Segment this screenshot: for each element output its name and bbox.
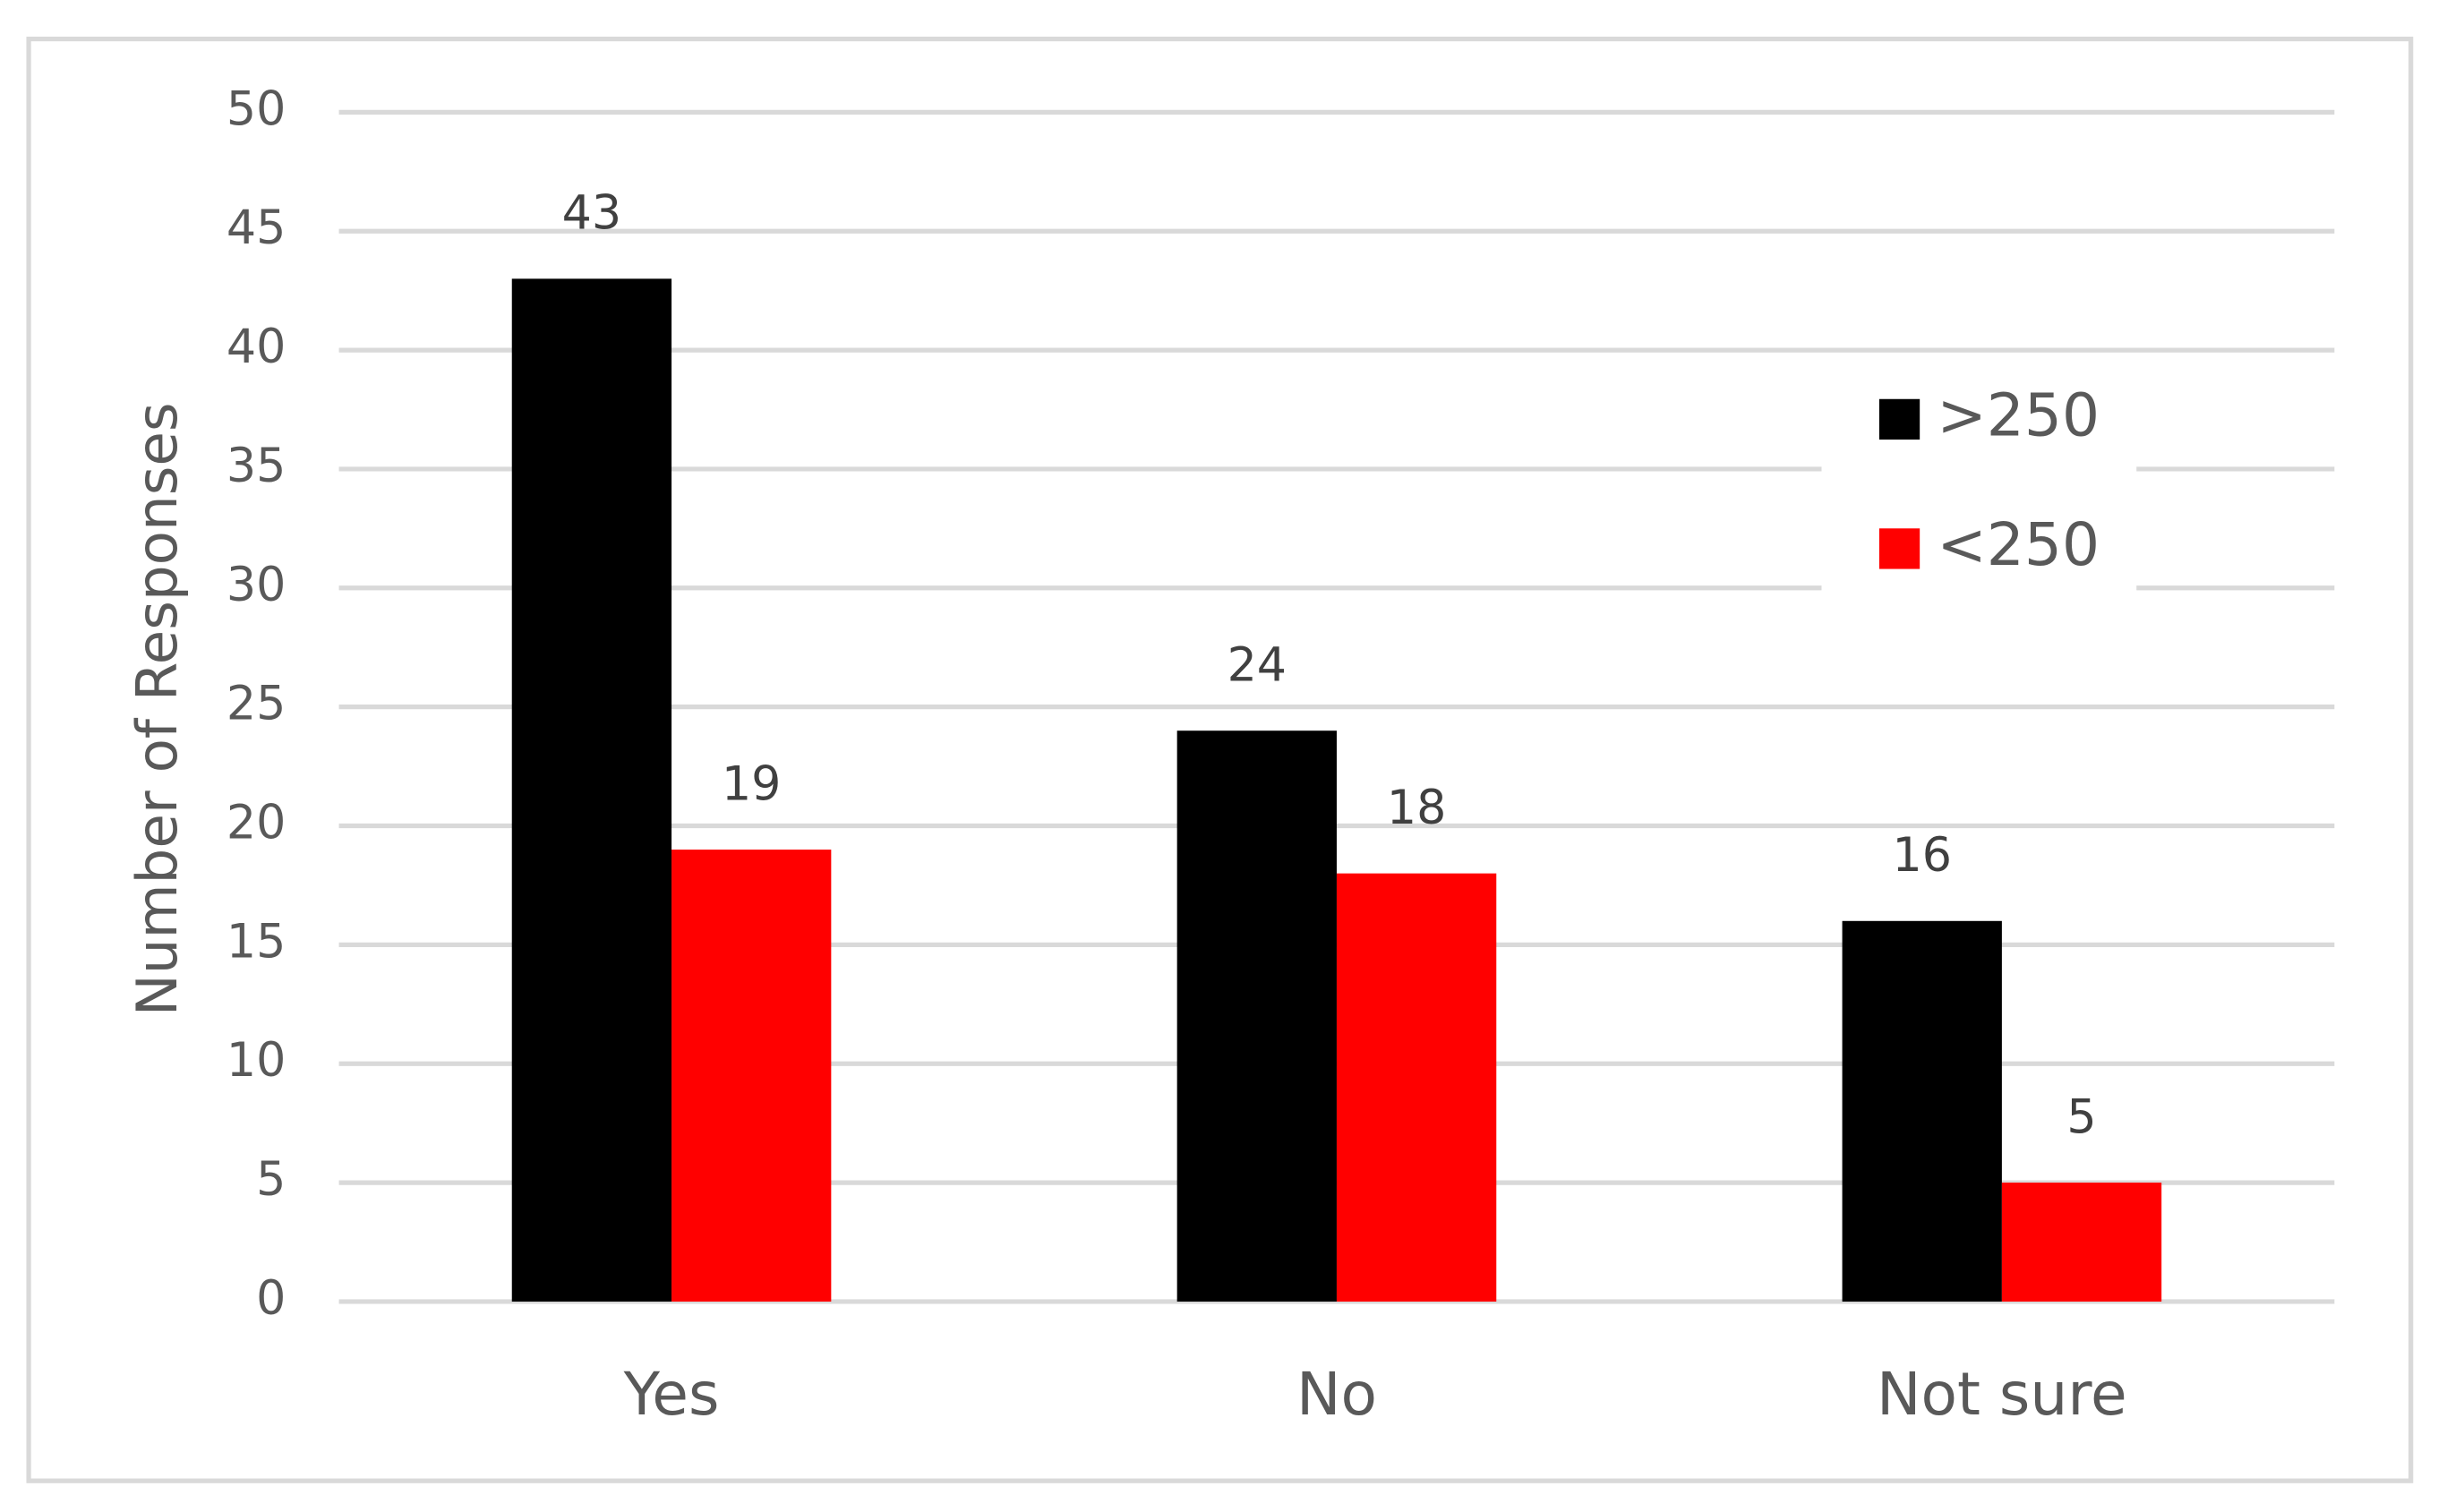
legend-swatch	[1878, 528, 1920, 569]
y-tick-label: 0	[256, 1272, 286, 1326]
legend-swatch	[1878, 398, 1920, 440]
bar	[672, 850, 832, 1302]
legend-label: >250	[1937, 380, 2100, 449]
bar	[2001, 1183, 2162, 1302]
data-label: 43	[562, 187, 621, 241]
data-label: 18	[1387, 782, 1446, 835]
y-tick-label: 35	[227, 440, 286, 493]
y-tick-label: 10	[227, 1034, 286, 1088]
y-tick-label: 30	[227, 559, 286, 612]
y-tick-label: 20	[227, 797, 286, 850]
y-tick-label: 50	[227, 82, 286, 136]
y-tick-label: 25	[227, 678, 286, 731]
data-label: 24	[1228, 639, 1287, 693]
y-tick-label: 40	[227, 320, 286, 374]
legend-box	[1821, 373, 2137, 593]
y-tick-label: 45	[227, 201, 286, 255]
bar	[511, 278, 672, 1302]
legend-label: <250	[1937, 510, 2100, 579]
x-tick-label: No	[1296, 1360, 1377, 1429]
bar	[1842, 920, 2002, 1302]
x-tick-label: Yes	[623, 1360, 720, 1429]
data-label: 19	[722, 757, 781, 811]
x-tick-label: Not sure	[1877, 1360, 2127, 1429]
bar	[1336, 873, 1497, 1302]
y-tick-label: 15	[227, 915, 286, 969]
y-axis-label: Number of Responses	[124, 402, 190, 1016]
y-tick-label: 5	[256, 1153, 286, 1207]
data-label: 5	[2066, 1090, 2096, 1144]
bar	[1176, 730, 1337, 1302]
data-label: 16	[1893, 829, 1952, 883]
